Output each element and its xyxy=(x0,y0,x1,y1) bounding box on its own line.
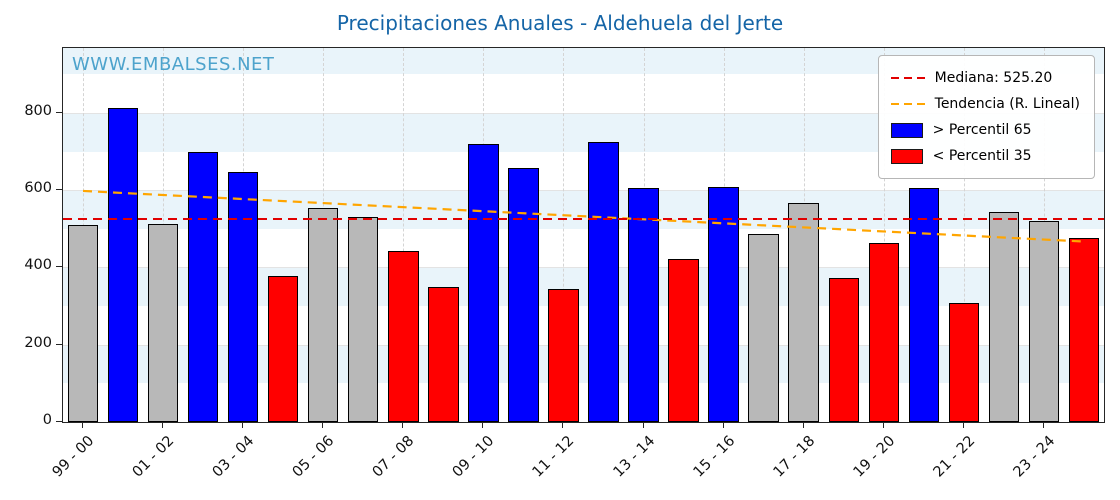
legend-entry-trend: Tendencia (R. Lineal) xyxy=(890,91,1080,117)
y-tick-mark xyxy=(56,343,62,345)
x-tick-label: 99 - 00 xyxy=(49,433,98,481)
legend: Mediana: 525.20 Tendencia (R. Lineal) > … xyxy=(877,55,1095,179)
x-tick-mark xyxy=(642,422,644,428)
bar-09-10 xyxy=(468,143,499,422)
x-tick-mark xyxy=(322,422,324,428)
x-tick-mark xyxy=(802,422,804,428)
bar-17-18 xyxy=(788,202,819,422)
horizontal-gridline xyxy=(63,190,1104,192)
horizontal-gridline xyxy=(63,344,1104,346)
x-tick-label: 07 - 08 xyxy=(369,433,418,481)
x-tick-label: 13 - 14 xyxy=(610,433,658,481)
x-tick-label: 05 - 06 xyxy=(289,433,338,481)
x-tick-mark xyxy=(402,422,404,428)
x-tick-mark xyxy=(1042,422,1044,428)
bar-07-08 xyxy=(388,251,419,422)
bar-11-12 xyxy=(548,289,579,422)
bar-23-24 xyxy=(1028,221,1060,422)
x-tick-label: 09 - 10 xyxy=(450,433,498,481)
x-tick-mark xyxy=(562,422,564,428)
median-line-swatch xyxy=(890,77,925,79)
vertical-gridline xyxy=(883,48,885,422)
x-tick-label: 03 - 04 xyxy=(209,433,258,481)
y-tick-label: 400 xyxy=(24,257,52,274)
above-percentile-swatch xyxy=(890,122,923,138)
legend-trend-label: Tendencia (R. Lineal) xyxy=(934,96,1080,112)
median-line xyxy=(63,218,1104,221)
bar-04-05 xyxy=(267,276,299,422)
below-percentile-swatch xyxy=(890,148,923,164)
bar-14-15 xyxy=(668,258,699,422)
bar-24-25 xyxy=(1068,238,1100,422)
bar-20-21 xyxy=(908,188,940,422)
legend-below-label: < Percentil 35 xyxy=(932,148,1032,164)
bar-00-01 xyxy=(107,108,139,422)
y-tick-label: 600 xyxy=(24,180,52,197)
bar-12-13 xyxy=(588,141,619,422)
bar-08-09 xyxy=(428,286,459,422)
legend-entry-below-percentile: < Percentil 35 xyxy=(890,143,1080,169)
vertical-gridline xyxy=(563,48,565,422)
watermark: WWW.EMBALSES.NET xyxy=(72,54,275,75)
legend-above-label: > Percentil 65 xyxy=(932,122,1032,138)
x-tick-mark xyxy=(242,422,244,428)
y-tick-label: 800 xyxy=(24,102,52,119)
legend-entry-above-percentile: > Percentil 65 xyxy=(890,117,1080,143)
bar-22-23 xyxy=(988,212,1020,422)
x-tick-mark xyxy=(962,422,964,428)
vertical-gridline xyxy=(963,48,965,422)
bar-01-02 xyxy=(147,223,179,422)
x-tick-mark xyxy=(82,422,84,428)
y-tick-label: 200 xyxy=(24,334,52,351)
bar-19-20 xyxy=(868,243,899,422)
x-tick-label: 15 - 16 xyxy=(690,433,738,481)
x-tick-label: 01 - 02 xyxy=(129,433,178,481)
y-tick-mark xyxy=(56,111,62,113)
x-tick-label: 17 - 18 xyxy=(770,433,819,481)
legend-median-label: Mediana: 525.20 xyxy=(934,70,1053,86)
x-tick-mark xyxy=(162,422,164,428)
y-tick-mark xyxy=(56,421,62,422)
horizontal-gridline xyxy=(63,112,1104,114)
bar-15-16 xyxy=(708,187,739,422)
trend-line-swatch xyxy=(890,103,925,105)
x-tick-mark xyxy=(482,422,484,428)
bar-13-14 xyxy=(628,188,659,422)
bar-06-07 xyxy=(348,217,379,422)
chart-title: Precipitaciones Anuales - Aldehuela del … xyxy=(336,11,784,35)
y-tick-mark xyxy=(56,189,62,191)
x-tick-label: 11 - 12 xyxy=(530,433,578,481)
x-tick-label: 23 - 24 xyxy=(1010,433,1059,481)
legend-entry-median: Mediana: 525.20 xyxy=(890,65,1080,91)
x-tick-mark xyxy=(722,422,724,428)
bar-05-06 xyxy=(308,208,339,422)
bar-16-17 xyxy=(748,233,779,422)
x-tick-mark xyxy=(882,422,884,428)
trend-line xyxy=(82,189,1085,243)
bar-21-22 xyxy=(948,302,980,422)
horizontal-gridline xyxy=(63,267,1104,269)
x-tick-label: 21 - 22 xyxy=(930,433,979,481)
bar-10-11 xyxy=(508,167,539,422)
bar-18-19 xyxy=(828,277,859,422)
vertical-gridline xyxy=(403,48,405,422)
y-tick-label: 0 xyxy=(42,412,52,428)
x-tick-label: 19 - 20 xyxy=(850,433,899,481)
bar-99-00 xyxy=(67,224,99,422)
bar-03-04 xyxy=(227,171,259,422)
y-tick-mark xyxy=(56,266,62,268)
